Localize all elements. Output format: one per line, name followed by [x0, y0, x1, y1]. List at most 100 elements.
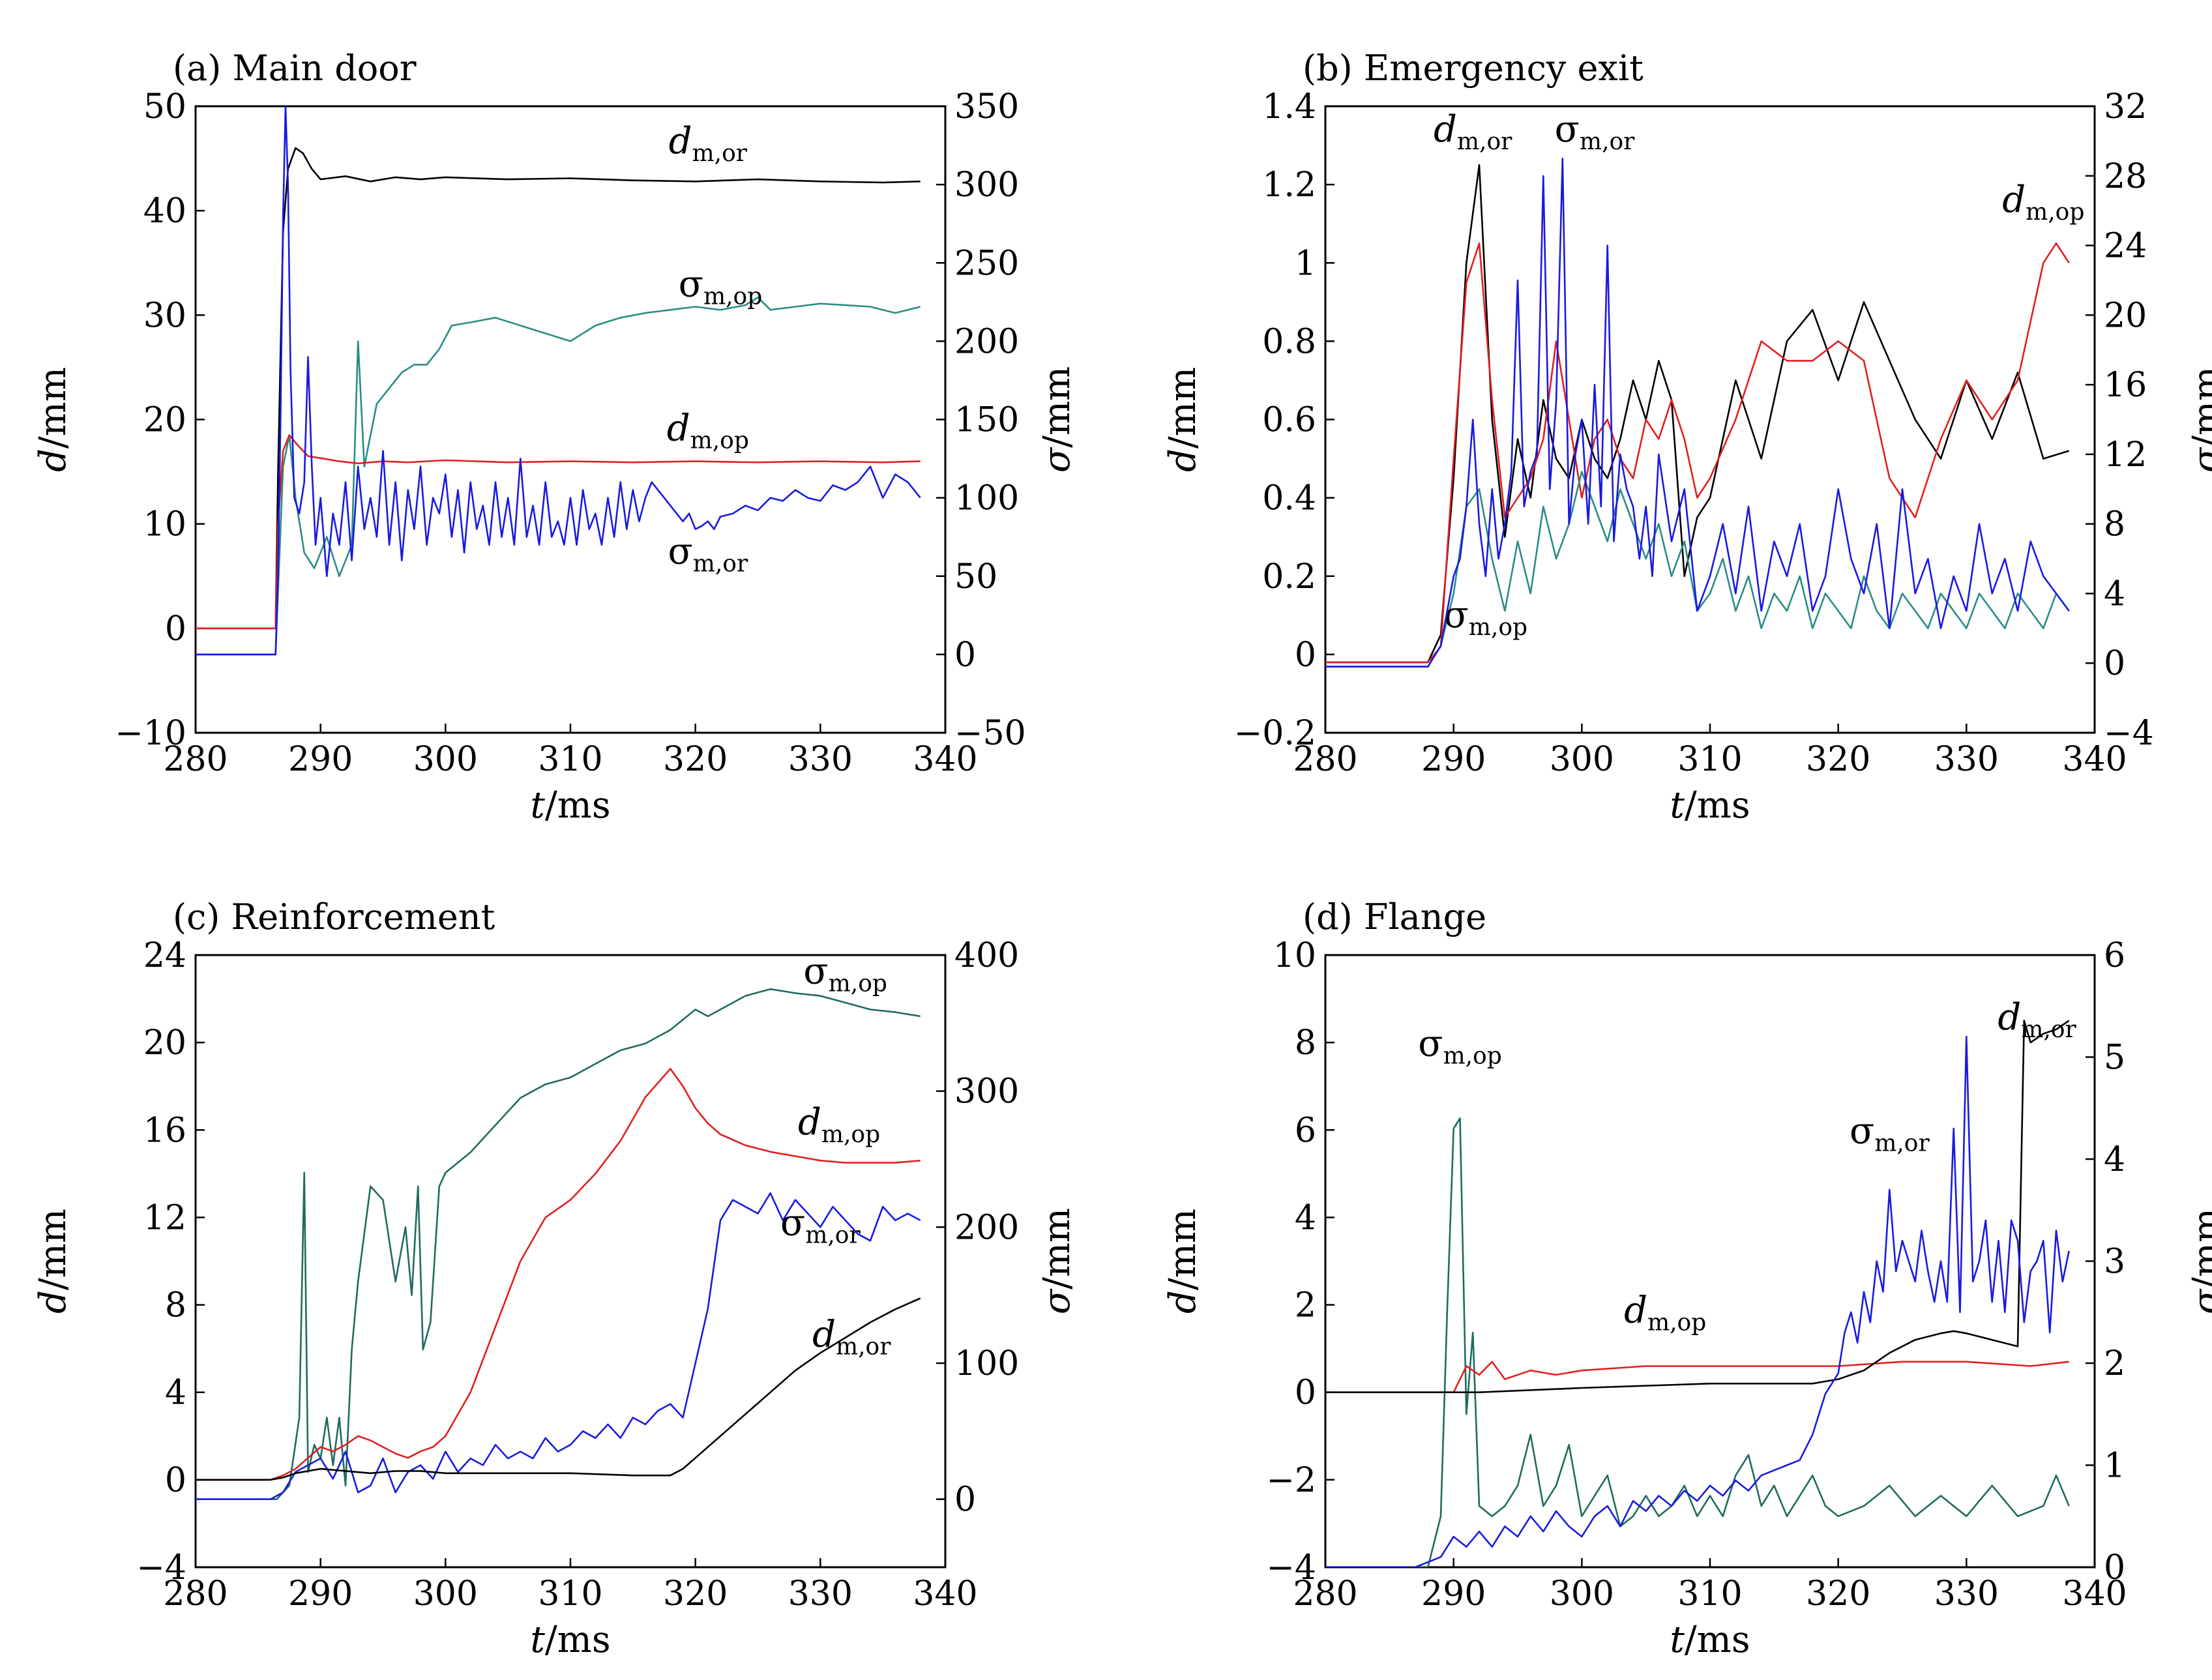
y-right-tick-label: 300 [954, 166, 1019, 205]
x-tick-label: 310 [538, 1574, 602, 1614]
y-right-tick-label: 12 [2104, 435, 2147, 475]
y-left-tick-label: 10 [143, 505, 186, 544]
y-right-tick-label: 0 [2104, 1548, 2125, 1587]
series-label: dm,or [1998, 996, 2076, 1043]
series-label: σm,or [1555, 108, 1635, 155]
y-right-tick-label: 0 [954, 1481, 976, 1520]
y-right-tick-label: 200 [954, 322, 1019, 361]
y-left-tick-label: 24 [143, 936, 186, 975]
series-label: σm,op [1418, 1022, 1502, 1069]
y-left-tick-label: 30 [143, 296, 186, 335]
x-tick-label: 280 [1293, 1574, 1357, 1614]
y-right-tick-label: 100 [954, 1344, 1019, 1383]
series-label: σm,or [1850, 1110, 1930, 1157]
panel-title: (d) Flange [1303, 896, 1486, 937]
series-label: σm,op [803, 951, 887, 997]
x-tick-label: 320 [663, 740, 728, 779]
y-right-tick-label: 6 [2104, 936, 2125, 975]
y-left-tick-label: −10 [115, 714, 186, 753]
y-right-tick-label: 1 [2104, 1447, 2125, 1486]
y-left-tick-label: 0 [165, 1461, 186, 1500]
y-left-tick-label: −2 [1266, 1461, 1316, 1500]
y-left-tick-label: 0 [1295, 636, 1316, 675]
y-left-tick-label: 0.2 [1262, 557, 1316, 597]
series-line [1325, 1361, 2069, 1393]
x-tick-label: 310 [1677, 1574, 1742, 1614]
x-tick-label: 340 [913, 740, 977, 779]
x-axis-label: t/ms [530, 784, 610, 827]
x-tick-label: 330 [1934, 740, 1999, 779]
x-tick-label: 310 [538, 740, 602, 779]
y-left-tick-label: 40 [143, 192, 186, 231]
x-tick-label: 290 [288, 1574, 353, 1614]
x-tick-label: 290 [288, 740, 353, 779]
y-left-tick-label: 0 [165, 610, 186, 649]
y-left-tick-label: 1.4 [1262, 87, 1316, 126]
y-left-tick-label: −4 [136, 1548, 186, 1587]
x-tick-label: 330 [1934, 1574, 1999, 1614]
y-right-tick-label: 8 [2104, 505, 2125, 544]
x-tick-label: 340 [2062, 740, 2127, 779]
x-axis-label: t/ms [1670, 784, 1750, 827]
series-line [196, 106, 921, 656]
chart-panel: 280 290 300 310 320 330 340 −4 0 4 8 12 16 20 24 0 100 20… [32, 896, 1078, 1661]
x-tick-label: 340 [2062, 1574, 2127, 1614]
x-tick-label: 300 [413, 740, 478, 779]
y-left-tick-label: 4 [165, 1374, 186, 1413]
y-right-axis-label: σ/mm [2185, 1208, 2212, 1314]
series-label: σm,op [1444, 594, 1528, 641]
series-label: σm,op [679, 263, 763, 310]
series-line [196, 1068, 921, 1481]
series-label: σm,or [780, 1201, 861, 1248]
y-right-tick-label: 20 [2104, 296, 2147, 335]
y-left-axis-label: d/mm [32, 1209, 74, 1314]
series-line [196, 988, 921, 1500]
y-right-tick-label: 300 [954, 1072, 1019, 1112]
chart-panel: 280 290 300 310 320 330 340 −4 −2 0 2 4 6 8 10 0 1 2 3 4 5 6 (… [1162, 896, 2212, 1661]
y-right-tick-label: 200 [954, 1208, 1019, 1247]
y-right-tick-label: 4 [2104, 1140, 2125, 1179]
y-right-axis-label: σ/mm [1036, 1208, 1078, 1314]
y-right-tick-label: 0 [2104, 644, 2125, 683]
y-left-tick-label: 2 [1295, 1286, 1316, 1325]
series-line [196, 147, 921, 630]
y-left-tick-label: 8 [165, 1286, 186, 1325]
y-left-tick-label: 4 [1295, 1198, 1316, 1237]
series-line [1325, 157, 2070, 668]
y-right-tick-label: 3 [2104, 1243, 2125, 1282]
y-right-tick-label: 250 [954, 244, 1019, 283]
y-left-tick-label: 0 [1295, 1374, 1316, 1413]
y-right-tick-label: 0 [954, 636, 976, 675]
series-label: dm,or [812, 1313, 891, 1360]
y-right-tick-label: 400 [954, 936, 1019, 975]
x-axis-label: t/ms [1670, 1619, 1750, 1661]
y-left-axis-label: d/mm [1162, 367, 1204, 472]
y-left-tick-label: 0.6 [1262, 401, 1316, 440]
x-tick-label: 280 [163, 740, 228, 779]
y-right-tick-label: −4 [2104, 714, 2154, 753]
series-label: dm,or [669, 120, 748, 167]
y-left-axis-label: d/mm [32, 367, 74, 472]
panel-title: (a) Main door [173, 48, 417, 89]
y-left-tick-label: −4 [1266, 1548, 1316, 1587]
series-label: dm,or [1434, 108, 1512, 155]
series-label: dm,op [667, 407, 749, 454]
y-left-tick-label: 1.2 [1262, 166, 1316, 205]
y-right-axis-label: σ/mm [1036, 366, 1078, 473]
y-right-tick-label: 2 [2104, 1344, 2125, 1383]
series-line [1325, 1035, 2070, 1567]
x-tick-label: 280 [163, 1574, 228, 1614]
y-left-tick-label: 8 [1295, 1024, 1316, 1063]
y-right-axis-label: σ/mm [2185, 366, 2212, 473]
x-tick-label: 340 [913, 1574, 977, 1614]
x-tick-label: 320 [1806, 740, 1870, 779]
x-tick-label: 290 [1421, 740, 1486, 779]
y-right-tick-label: 4 [2104, 574, 2125, 613]
y-right-tick-label: 350 [954, 87, 1019, 126]
series-label: dm,op [798, 1101, 880, 1148]
y-left-tick-label: −0.2 [1234, 714, 1316, 753]
y-right-tick-label: 150 [954, 401, 1019, 440]
x-tick-label: 320 [1806, 1574, 1870, 1614]
y-right-tick-label: −50 [954, 714, 1026, 753]
